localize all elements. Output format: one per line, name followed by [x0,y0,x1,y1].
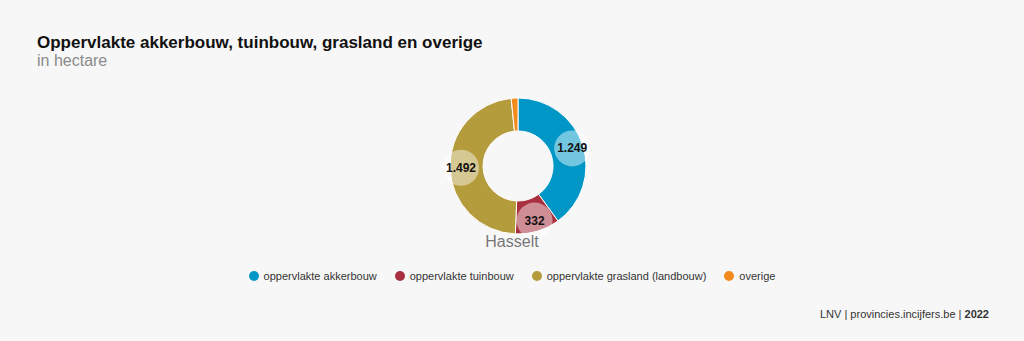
html-text:Hasselt: Hasselt [485,233,539,250]
svg-text:1.249: 1.249 [557,141,587,155]
html-text:oppervlakte tuinbouw: oppervlakte tuinbouw [409,270,514,282]
html-text:oppervlakte grasland (landbouw: oppervlakte grasland (landbouw) [546,270,707,282]
svg-text:332: 332 [525,214,545,228]
html-text:LNV | provincies.incijfers.be: LNV | provincies.incijfers.be | 2022 [820,308,989,320]
html-text:overige: overige [739,270,776,282]
html-text:Oppervlakte akkerbouw, tuinbou: Oppervlakte akkerbouw, tuinbouw, graslan… [37,33,483,52]
html-text:in hectare: in hectare [37,52,108,69]
svg-text:1.492: 1.492 [446,161,476,175]
html-text:oppervlakte akkerbouw: oppervlakte akkerbouw [263,270,377,282]
